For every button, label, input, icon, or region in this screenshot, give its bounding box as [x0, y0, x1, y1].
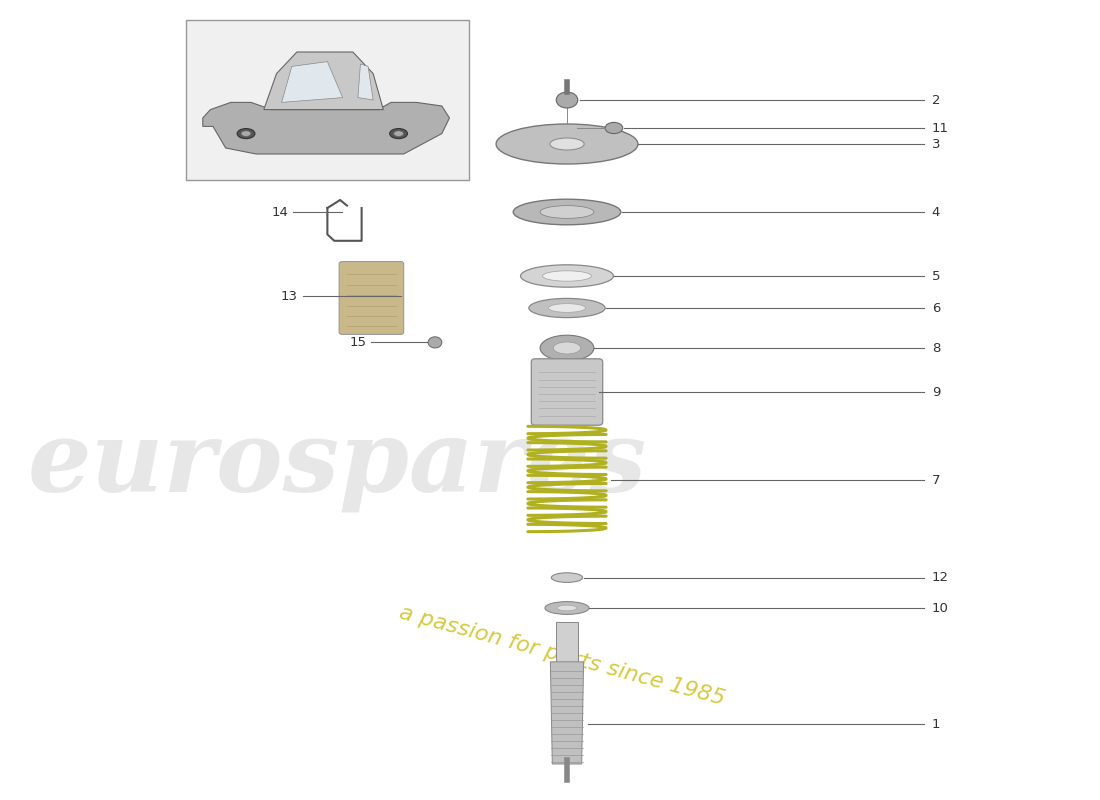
Polygon shape: [358, 64, 373, 100]
Polygon shape: [264, 52, 383, 110]
Polygon shape: [550, 662, 584, 764]
Text: 4: 4: [932, 206, 940, 218]
Text: 10: 10: [932, 602, 948, 614]
Ellipse shape: [389, 129, 407, 138]
Ellipse shape: [540, 206, 594, 218]
Ellipse shape: [605, 122, 623, 134]
Ellipse shape: [394, 131, 404, 136]
Ellipse shape: [520, 265, 614, 287]
Ellipse shape: [553, 342, 581, 354]
Ellipse shape: [540, 335, 594, 361]
Text: 11: 11: [932, 122, 949, 134]
Ellipse shape: [558, 605, 576, 611]
Ellipse shape: [514, 199, 620, 225]
FancyBboxPatch shape: [186, 20, 470, 180]
Ellipse shape: [551, 573, 583, 582]
Ellipse shape: [241, 131, 251, 136]
Text: 12: 12: [932, 571, 949, 584]
Ellipse shape: [549, 303, 585, 312]
Polygon shape: [282, 62, 342, 102]
Text: a passion for parts since 1985: a passion for parts since 1985: [397, 603, 727, 709]
Text: eurospares: eurospares: [28, 416, 647, 512]
Text: 15: 15: [350, 336, 366, 349]
Text: 13: 13: [282, 290, 298, 302]
Text: 9: 9: [932, 386, 940, 398]
Text: 3: 3: [932, 138, 940, 150]
Text: 5: 5: [932, 270, 940, 282]
Text: 6: 6: [932, 302, 940, 314]
Polygon shape: [202, 102, 450, 154]
Text: 8: 8: [932, 342, 940, 354]
Text: 14: 14: [272, 206, 288, 218]
FancyBboxPatch shape: [531, 358, 603, 426]
Ellipse shape: [557, 92, 578, 108]
Ellipse shape: [544, 602, 588, 614]
Circle shape: [428, 337, 442, 348]
Ellipse shape: [238, 129, 255, 138]
Text: 7: 7: [932, 474, 940, 486]
Ellipse shape: [529, 298, 605, 318]
Ellipse shape: [550, 138, 584, 150]
Text: 2: 2: [932, 94, 940, 106]
Ellipse shape: [542, 270, 592, 282]
Ellipse shape: [496, 124, 638, 164]
Text: 1: 1: [932, 718, 940, 730]
FancyBboxPatch shape: [339, 262, 404, 334]
Polygon shape: [557, 622, 578, 662]
